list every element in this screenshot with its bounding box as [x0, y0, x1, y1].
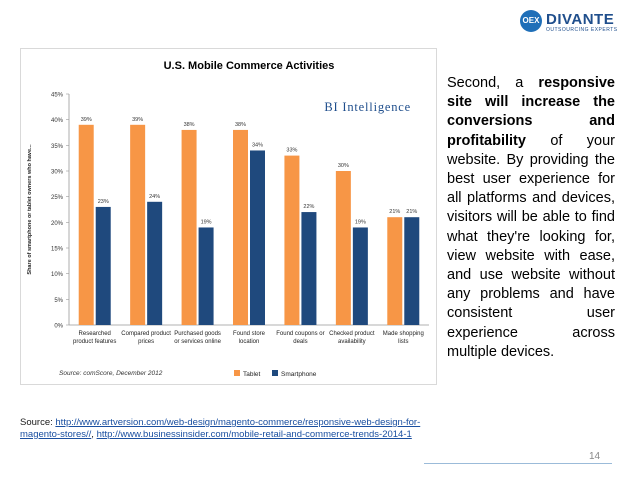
bar-smartphone: [352, 227, 368, 325]
bar-smartphone: [301, 212, 317, 325]
y-tick-label: 45%: [51, 93, 64, 99]
y-tick-label: 30%: [51, 170, 64, 176]
bar-value-label: 21%: [389, 209, 400, 215]
y-tick-label: 25%: [51, 195, 64, 201]
source-link-businessinsider[interactable]: http://www.businessinsider.com/mobile-re…: [96, 429, 412, 440]
x-category-label: Found coupons or: [276, 331, 324, 337]
x-category-label: Compared product: [121, 331, 171, 337]
divante-logo: OEX DIVANTE OUTSOURCING EXPERTS: [520, 10, 632, 34]
bar-value-label: 39%: [81, 117, 92, 123]
paragraph-run: responsive site will increase the conver…: [447, 75, 615, 149]
x-category-label: or services online: [174, 339, 221, 345]
x-category-label: availability: [338, 339, 366, 345]
y-tick-label: 0%: [54, 324, 63, 330]
bar-value-label: 38%: [184, 122, 195, 128]
x-category-label: lists: [398, 339, 408, 345]
y-tick-label: 5%: [54, 298, 63, 304]
legend-swatch-smartphone: [272, 370, 278, 376]
bar-value-label: 38%: [235, 122, 246, 128]
paragraph-run: of your website. By providing the best u…: [447, 132, 615, 360]
bar-value-label: 21%: [406, 209, 417, 215]
bar-tablet: [387, 217, 403, 325]
source-prefix: Source:: [20, 417, 56, 428]
y-axis-label: Share of smartphone or tablet owners who…: [27, 144, 33, 275]
y-tick-label: 35%: [51, 144, 64, 150]
bar-tablet: [284, 155, 300, 325]
y-tick-label: 15%: [51, 247, 64, 253]
paragraph-run: Second, a: [447, 75, 539, 91]
bar-smartphone: [147, 201, 163, 325]
bar-smartphone: [198, 227, 214, 325]
bar-tablet: [335, 171, 351, 325]
legend-label-smartphone: Smartphone: [281, 371, 317, 378]
bar-smartphone: [95, 206, 111, 325]
bar-smartphone: [250, 150, 265, 325]
bar-value-label: 19%: [201, 219, 212, 225]
x-category-label: Researched: [79, 331, 111, 337]
x-category-label: prices: [138, 339, 154, 345]
logo-mark: OEX: [520, 10, 542, 32]
logo-tagline: OUTSOURCING EXPERTS: [546, 27, 618, 33]
source-note: Source: http://www.artversion.com/web-de…: [20, 417, 450, 441]
x-category-label: Purchased goods: [174, 331, 221, 337]
bar-smartphone: [404, 217, 420, 325]
x-category-label: Found store: [233, 331, 266, 337]
bar-value-label: 39%: [132, 117, 143, 123]
bar-value-label: 34%: [252, 142, 263, 148]
chart-source-note: Source: comScore, December 2012: [59, 370, 163, 377]
chart-panel: U.S. Mobile Commerce Activities BI Intell…: [20, 48, 437, 385]
y-tick-label: 10%: [51, 272, 64, 278]
bar-value-label: 22%: [303, 204, 314, 210]
x-category-label: product features: [73, 339, 116, 345]
bar-value-label: 19%: [355, 219, 366, 225]
bar-value-label: 24%: [149, 194, 160, 200]
y-tick-label: 20%: [51, 221, 64, 227]
page-number: 14: [589, 451, 601, 462]
bar-tablet: [181, 129, 197, 325]
page-divider: [424, 463, 612, 464]
legend-swatch-tablet: [234, 370, 240, 376]
bar-tablet: [233, 129, 248, 325]
x-category-label: Checked product: [329, 331, 375, 337]
bar-value-label: 33%: [286, 148, 297, 154]
x-category-label: deals: [293, 339, 307, 345]
x-category-label: location: [239, 339, 260, 345]
bar-tablet: [130, 124, 146, 325]
description-paragraph: Second, a responsive site will increase …: [447, 74, 615, 362]
source-separator: ,: [91, 429, 97, 440]
x-category-label: Made shopping: [383, 331, 424, 337]
bar-value-label: 23%: [98, 199, 109, 205]
chart-title: U.S. Mobile Commerce Activities: [164, 60, 335, 72]
bar-tablet: [78, 124, 94, 325]
y-tick-label: 40%: [51, 118, 64, 124]
source-link-artversion[interactable]: http://www.artversion.com/web-design/mag…: [20, 417, 421, 440]
bar-chart: U.S. Mobile Commerce Activities BI Intell…: [27, 60, 429, 378]
legend-label-tablet: Tablet: [243, 371, 261, 378]
bar-value-label: 30%: [338, 163, 349, 169]
bi-intelligence-watermark: BI Intelligence: [324, 100, 411, 114]
logo-name: DIVANTE: [546, 11, 615, 28]
